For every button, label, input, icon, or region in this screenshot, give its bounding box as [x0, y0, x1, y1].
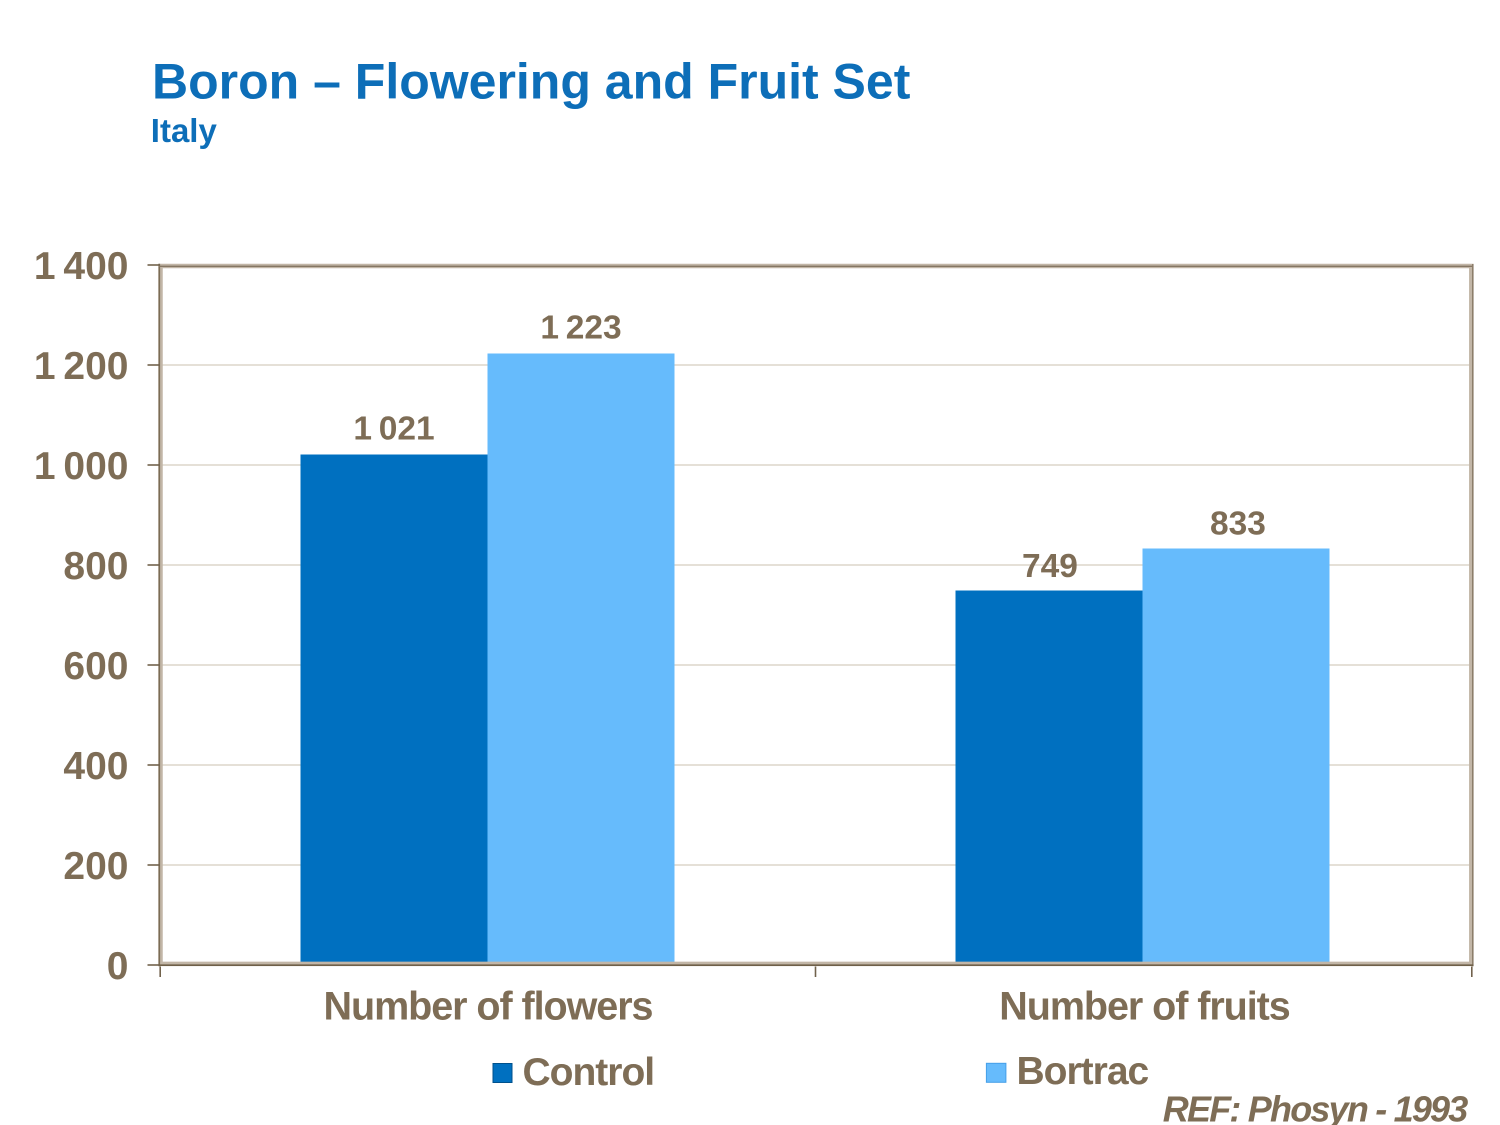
svg-text:Number of fruits: Number of fruits: [999, 985, 1290, 1029]
svg-text:600: 600: [63, 645, 128, 688]
svg-text:Bortrac: Bortrac: [1017, 1050, 1149, 1093]
svg-text:1 200: 1 200: [34, 345, 129, 388]
svg-text:200: 200: [63, 845, 128, 888]
svg-text:Control: Control: [523, 1051, 655, 1094]
svg-text:1 021: 1 021: [353, 411, 434, 448]
svg-text:Boron – Flowering and Fruit Se: Boron – Flowering and Fruit Set: [152, 54, 911, 110]
svg-text:0: 0: [107, 945, 129, 988]
svg-text:1 000: 1 000: [34, 445, 129, 488]
svg-text:800: 800: [63, 545, 128, 588]
svg-text:Italy: Italy: [151, 112, 218, 149]
svg-text:1 223: 1 223: [540, 310, 621, 347]
svg-text:Number of flowers: Number of flowers: [324, 985, 653, 1029]
svg-text:REF: Phosyn - 1993: REF: Phosyn - 1993: [1163, 1089, 1468, 1125]
svg-text:749: 749: [1022, 548, 1078, 585]
svg-text:400: 400: [63, 745, 128, 788]
svg-text:833: 833: [1210, 506, 1266, 543]
svg-text:1 400: 1 400: [34, 245, 129, 288]
